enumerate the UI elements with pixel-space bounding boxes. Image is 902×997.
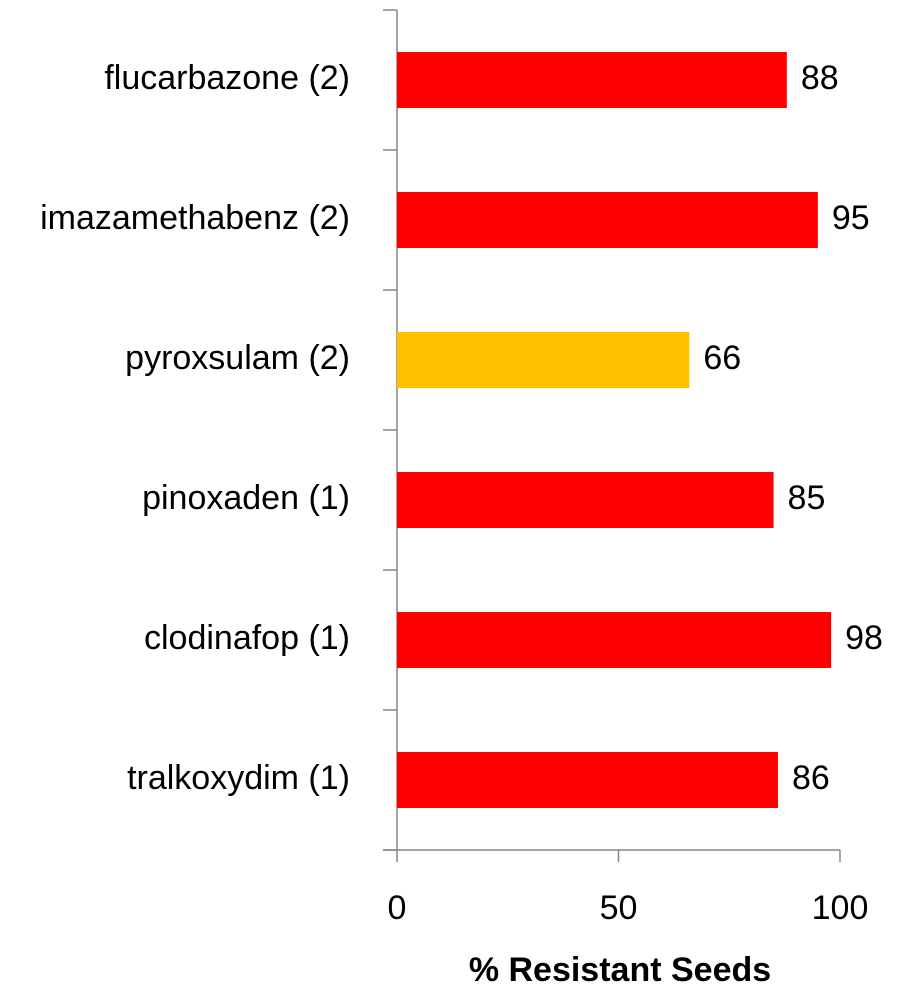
value-label: 88 <box>801 59 839 97</box>
bar <box>397 52 787 108</box>
y-tick-label: flucarbazone (2) <box>104 59 350 97</box>
value-label: 86 <box>792 759 830 797</box>
value-label: 66 <box>703 339 741 377</box>
bar <box>397 612 832 668</box>
x-tick-label: 0 <box>388 889 407 927</box>
bar <box>397 332 690 388</box>
bar <box>397 192 818 248</box>
x-tick-label: 100 <box>812 889 869 927</box>
x-tick-label: 50 <box>600 889 638 927</box>
y-tick-label: tralkoxydim (1) <box>127 759 350 797</box>
value-label: 95 <box>832 199 870 237</box>
y-tick-label: clodinafop (1) <box>144 619 350 657</box>
x-axis-label: % Resistant Seeds <box>469 951 771 989</box>
y-tick-label: pyroxsulam (2) <box>125 339 350 377</box>
value-label: 85 <box>788 479 826 517</box>
y-tick-label: pinoxaden (1) <box>142 479 350 517</box>
value-label: 98 <box>845 619 883 657</box>
y-tick-label: imazamethabenz (2) <box>40 199 350 237</box>
bar <box>397 472 774 528</box>
bar <box>397 752 778 808</box>
